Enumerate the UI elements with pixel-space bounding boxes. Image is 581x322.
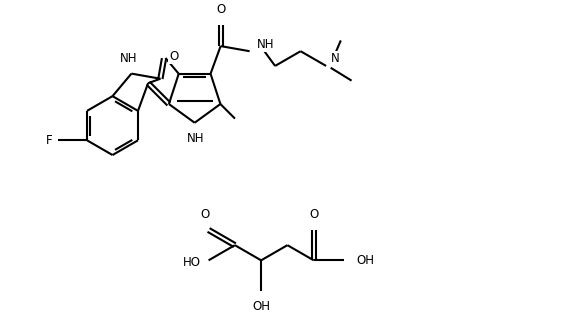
Text: F: F: [46, 134, 53, 147]
Text: NH: NH: [187, 132, 205, 145]
Text: O: O: [170, 50, 179, 63]
Text: OH: OH: [252, 300, 270, 313]
Text: O: O: [309, 208, 318, 221]
Text: O: O: [170, 50, 179, 63]
Text: O: O: [309, 208, 318, 221]
Text: F: F: [46, 134, 53, 147]
Text: O: O: [216, 3, 225, 16]
Text: O: O: [216, 3, 225, 16]
Text: O: O: [200, 208, 210, 221]
Text: N: N: [331, 52, 339, 65]
Text: N: N: [331, 52, 339, 65]
Text: NH: NH: [120, 52, 138, 65]
Text: NH: NH: [120, 52, 138, 65]
Text: NH: NH: [187, 132, 205, 145]
Text: OH: OH: [356, 254, 374, 267]
Text: HO: HO: [183, 256, 201, 269]
Text: OH: OH: [356, 254, 374, 267]
Text: HO: HO: [183, 256, 201, 269]
Text: OH: OH: [252, 300, 270, 313]
Text: NH: NH: [257, 38, 274, 51]
Text: O: O: [200, 208, 210, 221]
Text: NH: NH: [257, 38, 274, 51]
